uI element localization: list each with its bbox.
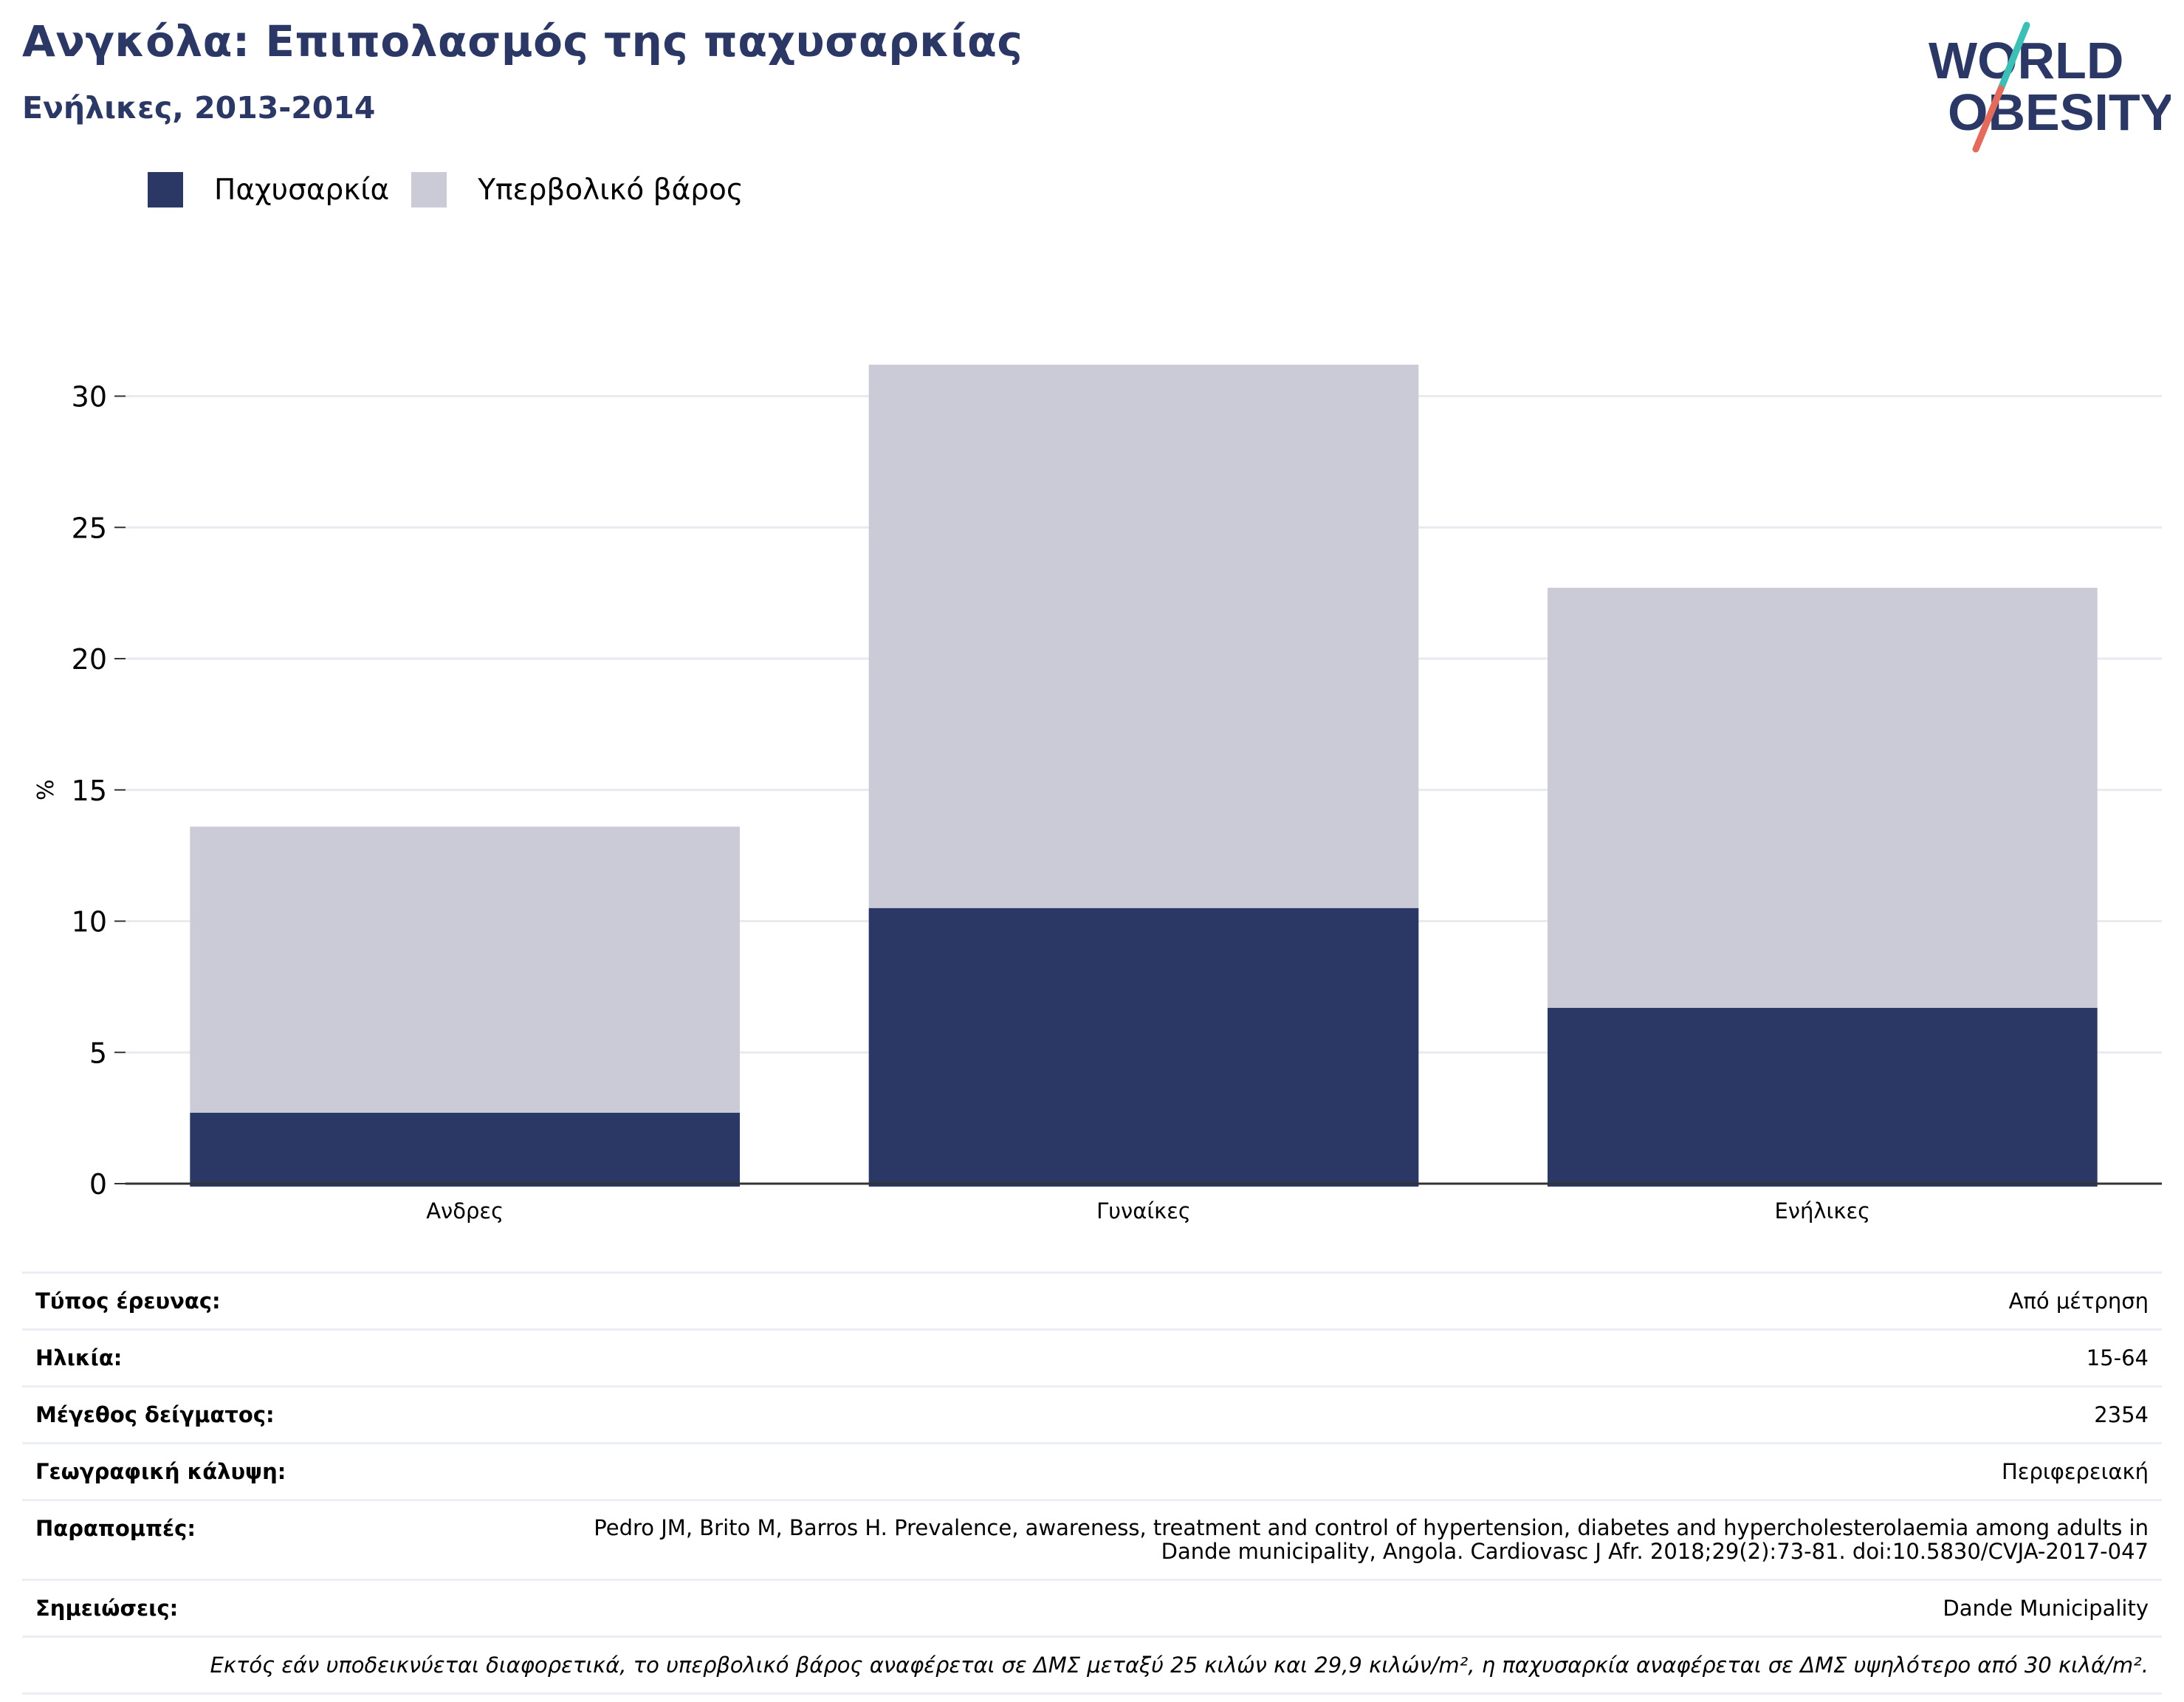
info-row-notes: Σημειώσεις: Dande Municipality <box>22 1579 2162 1638</box>
info-label-geographic-coverage: Γεωγραφική κάλυψη: <box>22 1443 552 1501</box>
legend-swatch-obesity <box>148 172 183 207</box>
y-tick-label: 20 <box>72 643 107 676</box>
info-value-survey-type: Από μέτρηση <box>552 1272 2162 1331</box>
info-row-geographic-coverage: Γεωγραφική κάλυψη: Περιφερειακή <box>22 1443 2162 1501</box>
info-value-age: 15-64 <box>552 1329 2162 1387</box>
info-value-references: Pedro JM, Brito M, Barros H. Prevalence,… <box>552 1500 2162 1581</box>
info-row-references: Παραπομπές: Pedro JM, Brito M, Barros H.… <box>22 1500 2162 1581</box>
info-value-geographic-coverage: Περιφερειακή <box>552 1443 2162 1501</box>
y-tick-label: 15 <box>72 775 107 807</box>
survey-info-table: Τύπος έρευνας: Από μέτρηση Ηλικία: 15-64… <box>22 1272 2162 1695</box>
bar-obesity-0 <box>190 1113 740 1187</box>
legend-label-obesity: Παχυσαρκία <box>214 173 390 207</box>
logo-slash-teal <box>1997 21 2030 92</box>
bar-obesity-1 <box>868 907 1419 1187</box>
y-tick-label: 25 <box>72 512 107 544</box>
bar-overweight-0 <box>190 826 740 1113</box>
world-obesity-logo: WORLD OBESITY <box>1929 21 2171 153</box>
legend-swatch-overweight <box>411 172 447 207</box>
info-label-sample-size: Μέγεθος δείγματος: <box>22 1386 552 1444</box>
logo-text-world: WORLD <box>1929 32 2123 89</box>
logo-slash-coral <box>1972 85 2005 153</box>
y-tick-label: 30 <box>72 381 107 414</box>
info-row-survey-type: Τύπος έρευνας: Από μέτρηση <box>22 1272 2162 1331</box>
chart-title: Ανγκόλα: Επιπολασμός της παχυσαρκίας <box>22 16 1023 66</box>
info-label-survey-type: Τύπος έρευνας: <box>22 1272 552 1331</box>
y-tick-label: 10 <box>72 906 107 938</box>
y-axis-label: % <box>33 779 59 800</box>
footnote-text: Εκτός εάν υποδεικνύεται διαφορετικά, το … <box>22 1636 2162 1695</box>
x-tick-label: Ανδρες <box>426 1198 504 1224</box>
y-tick-label: 5 <box>89 1037 107 1069</box>
legend-item-overweight[interactable]: Υπερβολικό βάρος <box>411 172 744 207</box>
bar-overweight-1 <box>868 364 1419 908</box>
bar-overweight-2 <box>1548 588 2098 1008</box>
x-tick-label: Γυναίκες <box>1096 1198 1191 1224</box>
info-value-notes: Dande Municipality <box>552 1579 2162 1638</box>
y-tick-label: 0 <box>89 1168 107 1201</box>
stacked-bar-chart: 0 5 10 15 20 25 30% Ανδρες Γυναίκες Ενήλικες <box>33 364 2162 1224</box>
x-tick-label: Ενήλικες <box>1774 1198 1870 1224</box>
info-value-sample-size: 2354 <box>552 1386 2162 1444</box>
info-row-sample-size: Μέγεθος δείγματος: 2354 <box>22 1386 2162 1444</box>
legend-label-overweight: Υπερβολικό βάρος <box>478 173 744 207</box>
bar-obesity-2 <box>1548 1007 2098 1187</box>
info-row-footnote: Εκτός εάν υποδεικνύεται διαφορετικά, το … <box>22 1636 2162 1695</box>
chart-subtitle: Ενήλικες, 2013-2014 <box>22 90 376 126</box>
info-label-references: Παραπομπές: <box>22 1500 552 1581</box>
info-label-notes: Σημειώσεις: <box>22 1579 552 1638</box>
info-row-age: Ηλικία: 15-64 <box>22 1329 2162 1387</box>
chart-legend: Παχυσαρκία Υπερβολικό βάρος <box>148 171 766 208</box>
legend-item-obesity[interactable]: Παχυσαρκία <box>148 172 389 207</box>
info-label-age: Ηλικία: <box>22 1329 552 1387</box>
